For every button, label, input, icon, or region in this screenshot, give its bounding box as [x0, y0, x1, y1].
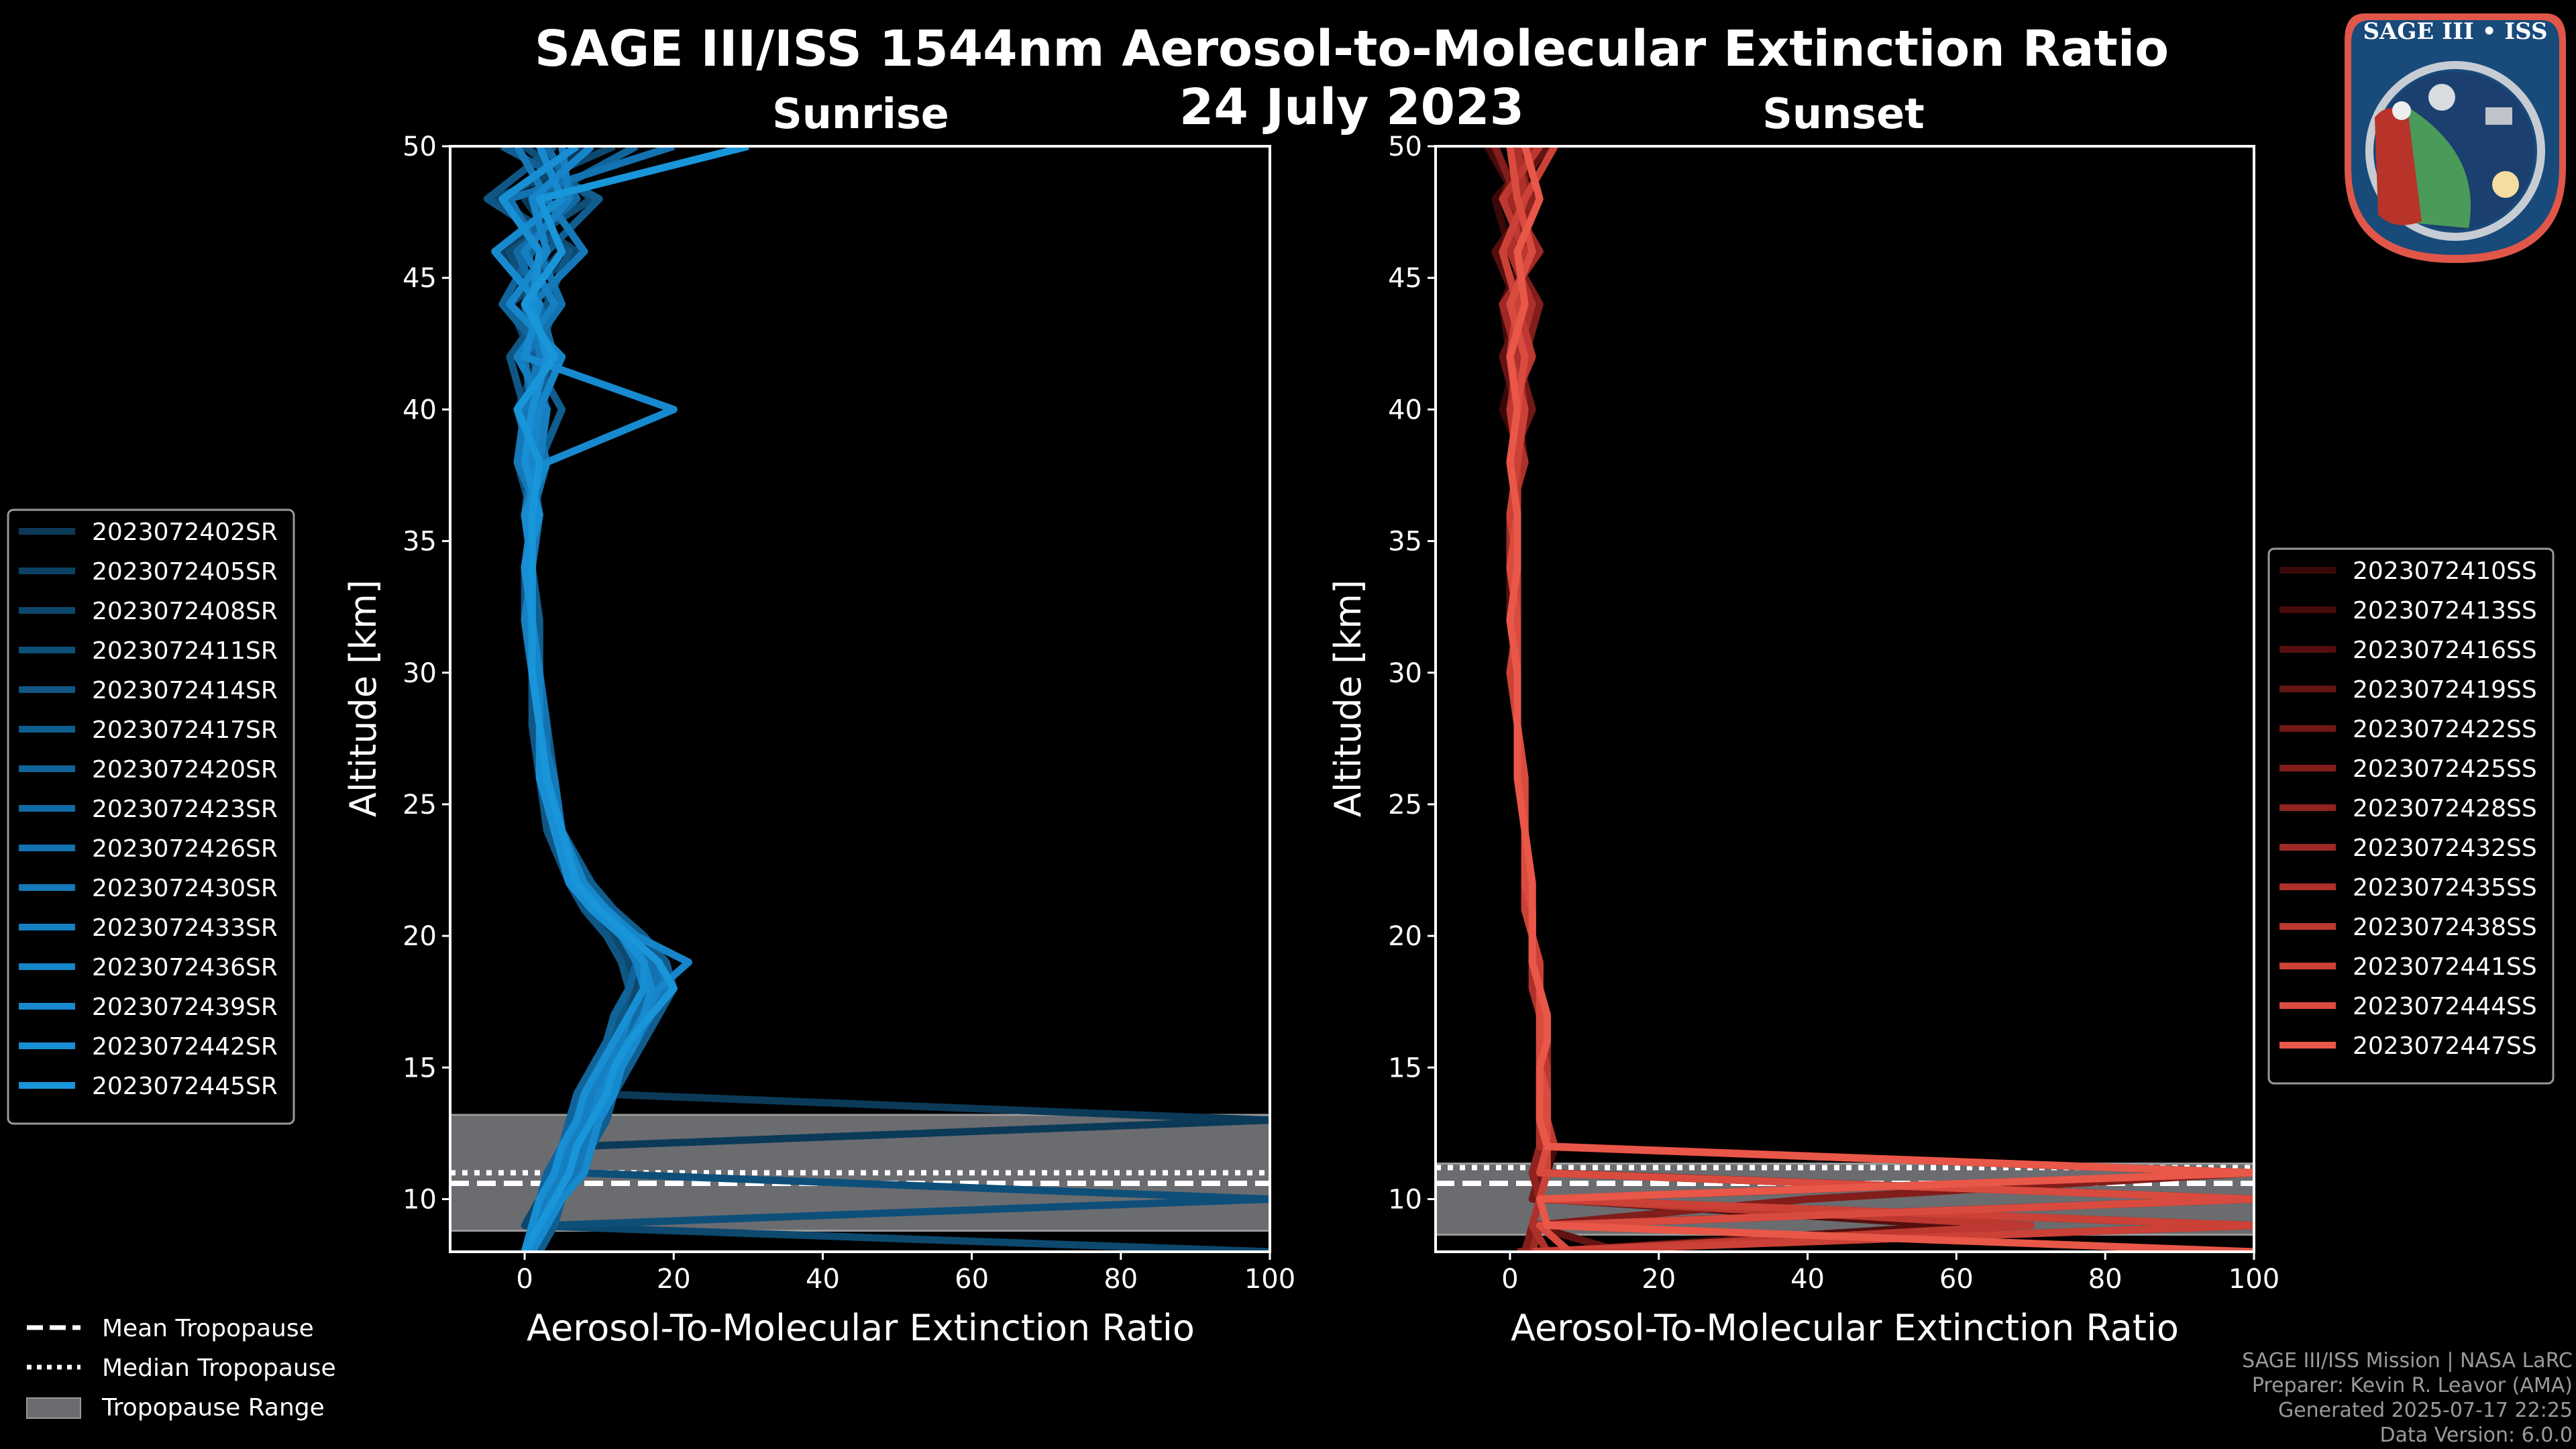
- profile-line-2023072447SS: [1506, 146, 2254, 1252]
- y-tick-label: 20: [1388, 921, 1422, 952]
- plot-area: [450, 146, 1270, 1252]
- legend-label-2023072436SR: 2023072436SR: [92, 954, 278, 981]
- legend-label-2023072410SS: 2023072410SS: [2353, 557, 2537, 585]
- y-tick-label: 25: [402, 790, 437, 820]
- y-tick-label: 10: [402, 1185, 437, 1216]
- legend-label-2023072447SS: 2023072447SS: [2353, 1032, 2537, 1060]
- profile-line-2023072445SR: [513, 146, 749, 1252]
- sunset-legend-frame: [2267, 547, 2555, 1085]
- x-tick-label: 40: [1790, 1264, 1825, 1295]
- tropopause-legend: Mean Tropopause Median Tropopause Tropop…: [26, 1315, 336, 1421]
- y-tick-label: 40: [402, 394, 437, 425]
- legend-label-2023072417SR: 2023072417SR: [92, 716, 278, 744]
- y-tick-label: 35: [1388, 527, 1422, 557]
- median-tropopause-label: Median Tropopause: [102, 1354, 336, 1382]
- y-tick-label: 45: [1388, 263, 1422, 294]
- y-tick-label: 45: [402, 263, 437, 294]
- y-tick-label: 50: [1388, 131, 1422, 162]
- footer-preparer: Preparer: Kevin R. Leavor (AMA): [2252, 1374, 2573, 1397]
- legend-label-2023072442SR: 2023072442SR: [92, 1033, 278, 1061]
- legend-label-2023072414SR: 2023072414SR: [92, 677, 278, 704]
- legend-label-2023072416SS: 2023072416SS: [2353, 637, 2537, 664]
- tropopause-range-swatch: [26, 1397, 81, 1419]
- x-tick-label: 60: [955, 1264, 989, 1295]
- axes-frame: [449, 145, 1271, 1253]
- y-tick-label: 50: [402, 131, 437, 162]
- figure-date: 24 July 2023: [1179, 78, 1524, 136]
- sunset-legend: 2023072410SS 2023072413SS 2023072416SS 2023…: [2267, 547, 2555, 1085]
- legend-label-2023072413SS: 2023072413SS: [2353, 597, 2537, 625]
- legend-label-2023072435SS: 2023072435SS: [2353, 874, 2537, 902]
- legend-label-2023072428SS: 2023072428SS: [2353, 795, 2537, 822]
- x-tick-label: 0: [516, 1264, 533, 1295]
- legend-label-2023072430SR: 2023072430SR: [92, 875, 278, 902]
- profile-line-2023072442SR: [498, 146, 648, 1252]
- y-tick-label: 15: [402, 1053, 437, 1083]
- y-tick-label: 25: [1388, 790, 1422, 820]
- footer-credits: SAGE III/ISS Mission | NASA LaRC Prepare…: [2242, 1349, 2573, 1447]
- sunset-panel: 10 15 20 25 30 35 40 45 50 0 20 40 60 80 100: [1388, 131, 2279, 1295]
- y-tick-label: 35: [402, 527, 437, 557]
- sunset-x-axis-label: Aerosol-To-Molecular Extinction Ratio: [1511, 1307, 2179, 1349]
- x-tick-label: 20: [1642, 1264, 1676, 1295]
- tropopause-range-label: Tropopause Range: [101, 1394, 325, 1421]
- footer-data-version: Data Version: 6.0.0: [2380, 1424, 2573, 1447]
- sunrise-panel: 10 15 20 25 30 35 40 45 50 0 20 40 60 80 100: [402, 131, 1295, 1295]
- footer-generated: Generated 2025-07-17 22:25: [2278, 1399, 2573, 1422]
- legend-label-2023072422SS: 2023072422SS: [2353, 716, 2537, 743]
- x-tick-label: 80: [2088, 1264, 2123, 1295]
- sunrise-panel-title: Sunrise: [772, 89, 949, 138]
- legend-label-2023072438SS: 2023072438SS: [2353, 914, 2537, 941]
- plot-area: [1436, 146, 2254, 1252]
- mean-tropopause-label: Mean Tropopause: [102, 1315, 314, 1342]
- x-tick-label: 60: [1939, 1264, 1974, 1295]
- axes-frame: [1434, 145, 2255, 1253]
- sage-iii-iss-logo: SAGE III • ISS: [2345, 13, 2566, 263]
- sunrise-y-axis-label: Altitude [km]: [342, 580, 384, 817]
- logo-text: SAGE III • ISS: [2363, 18, 2547, 45]
- y-tick-label: 40: [1388, 394, 1422, 425]
- x-tick-label: 100: [2229, 1264, 2279, 1295]
- sunset-y-axis-label: Altitude [km]: [1327, 580, 1369, 817]
- legend-label-2023072419SS: 2023072419SS: [2353, 676, 2537, 704]
- x-tick-label: 80: [1104, 1264, 1138, 1295]
- y-tick-label: 30: [402, 658, 437, 689]
- sunset-panel-title: Sunset: [1762, 89, 1925, 138]
- legend-label-2023072408SR: 2023072408SR: [92, 598, 278, 625]
- legend-label-2023072426SR: 2023072426SR: [92, 835, 278, 863]
- legend-label-2023072423SR: 2023072423SR: [92, 796, 278, 823]
- y-tick-label: 15: [1388, 1053, 1422, 1083]
- legend-label-2023072411SR: 2023072411SR: [92, 637, 278, 665]
- legend-label-2023072445SR: 2023072445SR: [92, 1073, 278, 1100]
- legend-label-2023072432SS: 2023072432SS: [2353, 835, 2537, 862]
- legend-label-2023072441SS: 2023072441SS: [2353, 953, 2537, 981]
- y-tick-label: 20: [402, 921, 437, 952]
- x-tick-label: 100: [1244, 1264, 1295, 1295]
- legend-label-2023072405SR: 2023072405SR: [92, 558, 278, 586]
- profile-line-2023072417SR: [500, 146, 678, 1252]
- x-tick-label: 40: [806, 1264, 840, 1295]
- legend-label-2023072402SR: 2023072402SR: [92, 519, 278, 546]
- legend-label-2023072420SR: 2023072420SR: [92, 756, 278, 784]
- y-tick-label: 10: [1388, 1185, 1422, 1216]
- legend-label-2023072444SS: 2023072444SS: [2353, 993, 2537, 1020]
- sunrise-legend-frame: [7, 508, 295, 1125]
- footer-mission: SAGE III/ISS Mission | NASA LaRC: [2242, 1349, 2573, 1373]
- profile-line-2023072444SS: [1506, 146, 2254, 1252]
- legend-label-2023072425SS: 2023072425SS: [2353, 755, 2537, 783]
- legend-label-2023072433SR: 2023072433SR: [92, 914, 278, 942]
- sunrise-legend: 2023072402SR 2023072405SR 2023072408SR 2023…: [7, 508, 295, 1125]
- sunrise-x-axis-label: Aerosol-To-Molecular Extinction Ratio: [527, 1307, 1195, 1349]
- x-tick-label: 0: [1501, 1264, 1518, 1295]
- x-tick-label: 20: [657, 1264, 691, 1295]
- legend-label-2023072439SR: 2023072439SR: [92, 994, 278, 1021]
- figure-title: SAGE III/ISS 1544nm Aerosol-to-Molecular…: [535, 20, 2169, 78]
- y-tick-label: 30: [1388, 658, 1422, 689]
